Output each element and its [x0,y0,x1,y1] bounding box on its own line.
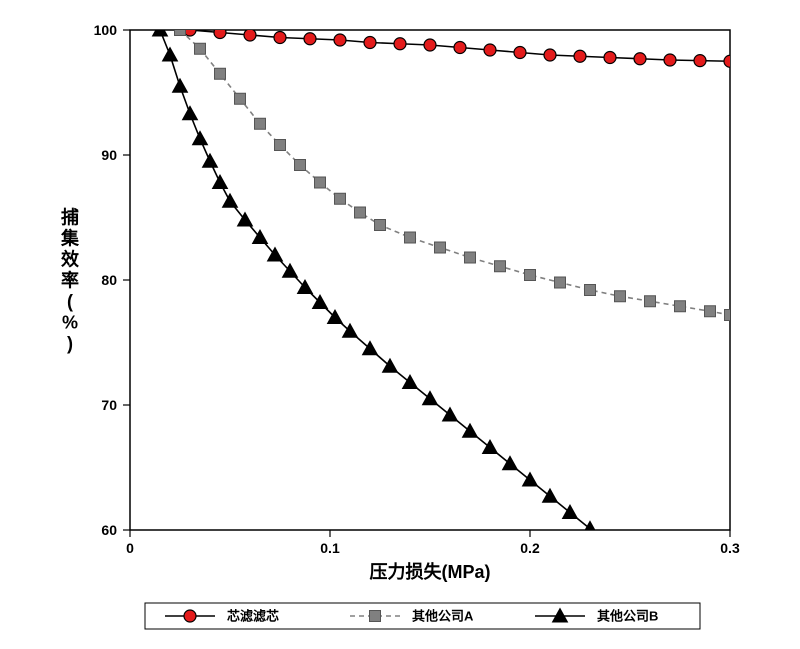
series-marker [315,177,326,188]
y-tick-label: 90 [101,147,117,163]
x-tick-label: 0.2 [520,540,540,556]
series-marker [335,193,346,204]
series-marker [615,291,626,302]
x-tick-label: 0.1 [320,540,340,556]
legend-label: 芯滤滤芯 [227,609,279,624]
series-marker [364,37,376,49]
series-marker [405,232,416,243]
series-marker [275,140,286,151]
series-marker [525,270,536,281]
series-marker [195,43,206,54]
series-marker [585,285,596,296]
series-marker [375,220,386,231]
series-marker [304,33,316,45]
series-marker [484,44,496,56]
series-marker [604,52,616,64]
y-axis-title-char: 效 [61,248,80,269]
legend-sample-marker [370,611,381,622]
series-marker [334,34,346,46]
series-marker [235,93,246,104]
x-tick-label: 0 [126,540,134,556]
series-marker [694,55,706,67]
x-axis-title: 压力损失(MPa) [370,561,491,582]
y-axis-title-char: ) [67,333,73,353]
legend-label: 其他公司B [597,609,658,624]
legend-label: 其他公司A [412,609,474,624]
x-tick-label: 0.3 [720,540,740,556]
y-tick-label: 80 [101,272,117,288]
series-marker [495,261,506,272]
series-marker [274,32,286,44]
y-tick-label: 70 [101,397,117,413]
series-marker [244,29,256,41]
series-marker [255,118,266,129]
y-axis-title-char: % [62,312,78,332]
series-marker [705,306,716,317]
series-marker [514,47,526,59]
series-marker [574,50,586,62]
series-marker [555,277,566,288]
series-marker [675,301,686,312]
y-axis-title-char: 率 [61,269,79,290]
series-marker [394,38,406,50]
series-marker [435,242,446,253]
series-marker [645,296,656,307]
series-marker [465,252,476,263]
y-axis-title-char: ( [67,291,73,311]
y-axis-title-char: 集 [60,227,80,248]
series-marker [424,39,436,51]
chart-bg [0,0,800,649]
series-marker [355,207,366,218]
series-marker [544,49,556,61]
legend-sample-marker [184,610,196,622]
series-marker [215,68,226,79]
series-marker [664,54,676,66]
series-marker [634,53,646,65]
series-marker [295,160,306,171]
y-tick-label: 60 [101,522,117,538]
y-axis-title-char: 捕 [61,206,79,227]
filtration-efficiency-chart: 0 0.1 0.2 0.3 60 70 80 90 100 压力损失(MPa) 捕集效率(%) 芯滤滤… [0,0,800,649]
y-tick-label: 100 [94,22,118,38]
series-marker [454,42,466,54]
